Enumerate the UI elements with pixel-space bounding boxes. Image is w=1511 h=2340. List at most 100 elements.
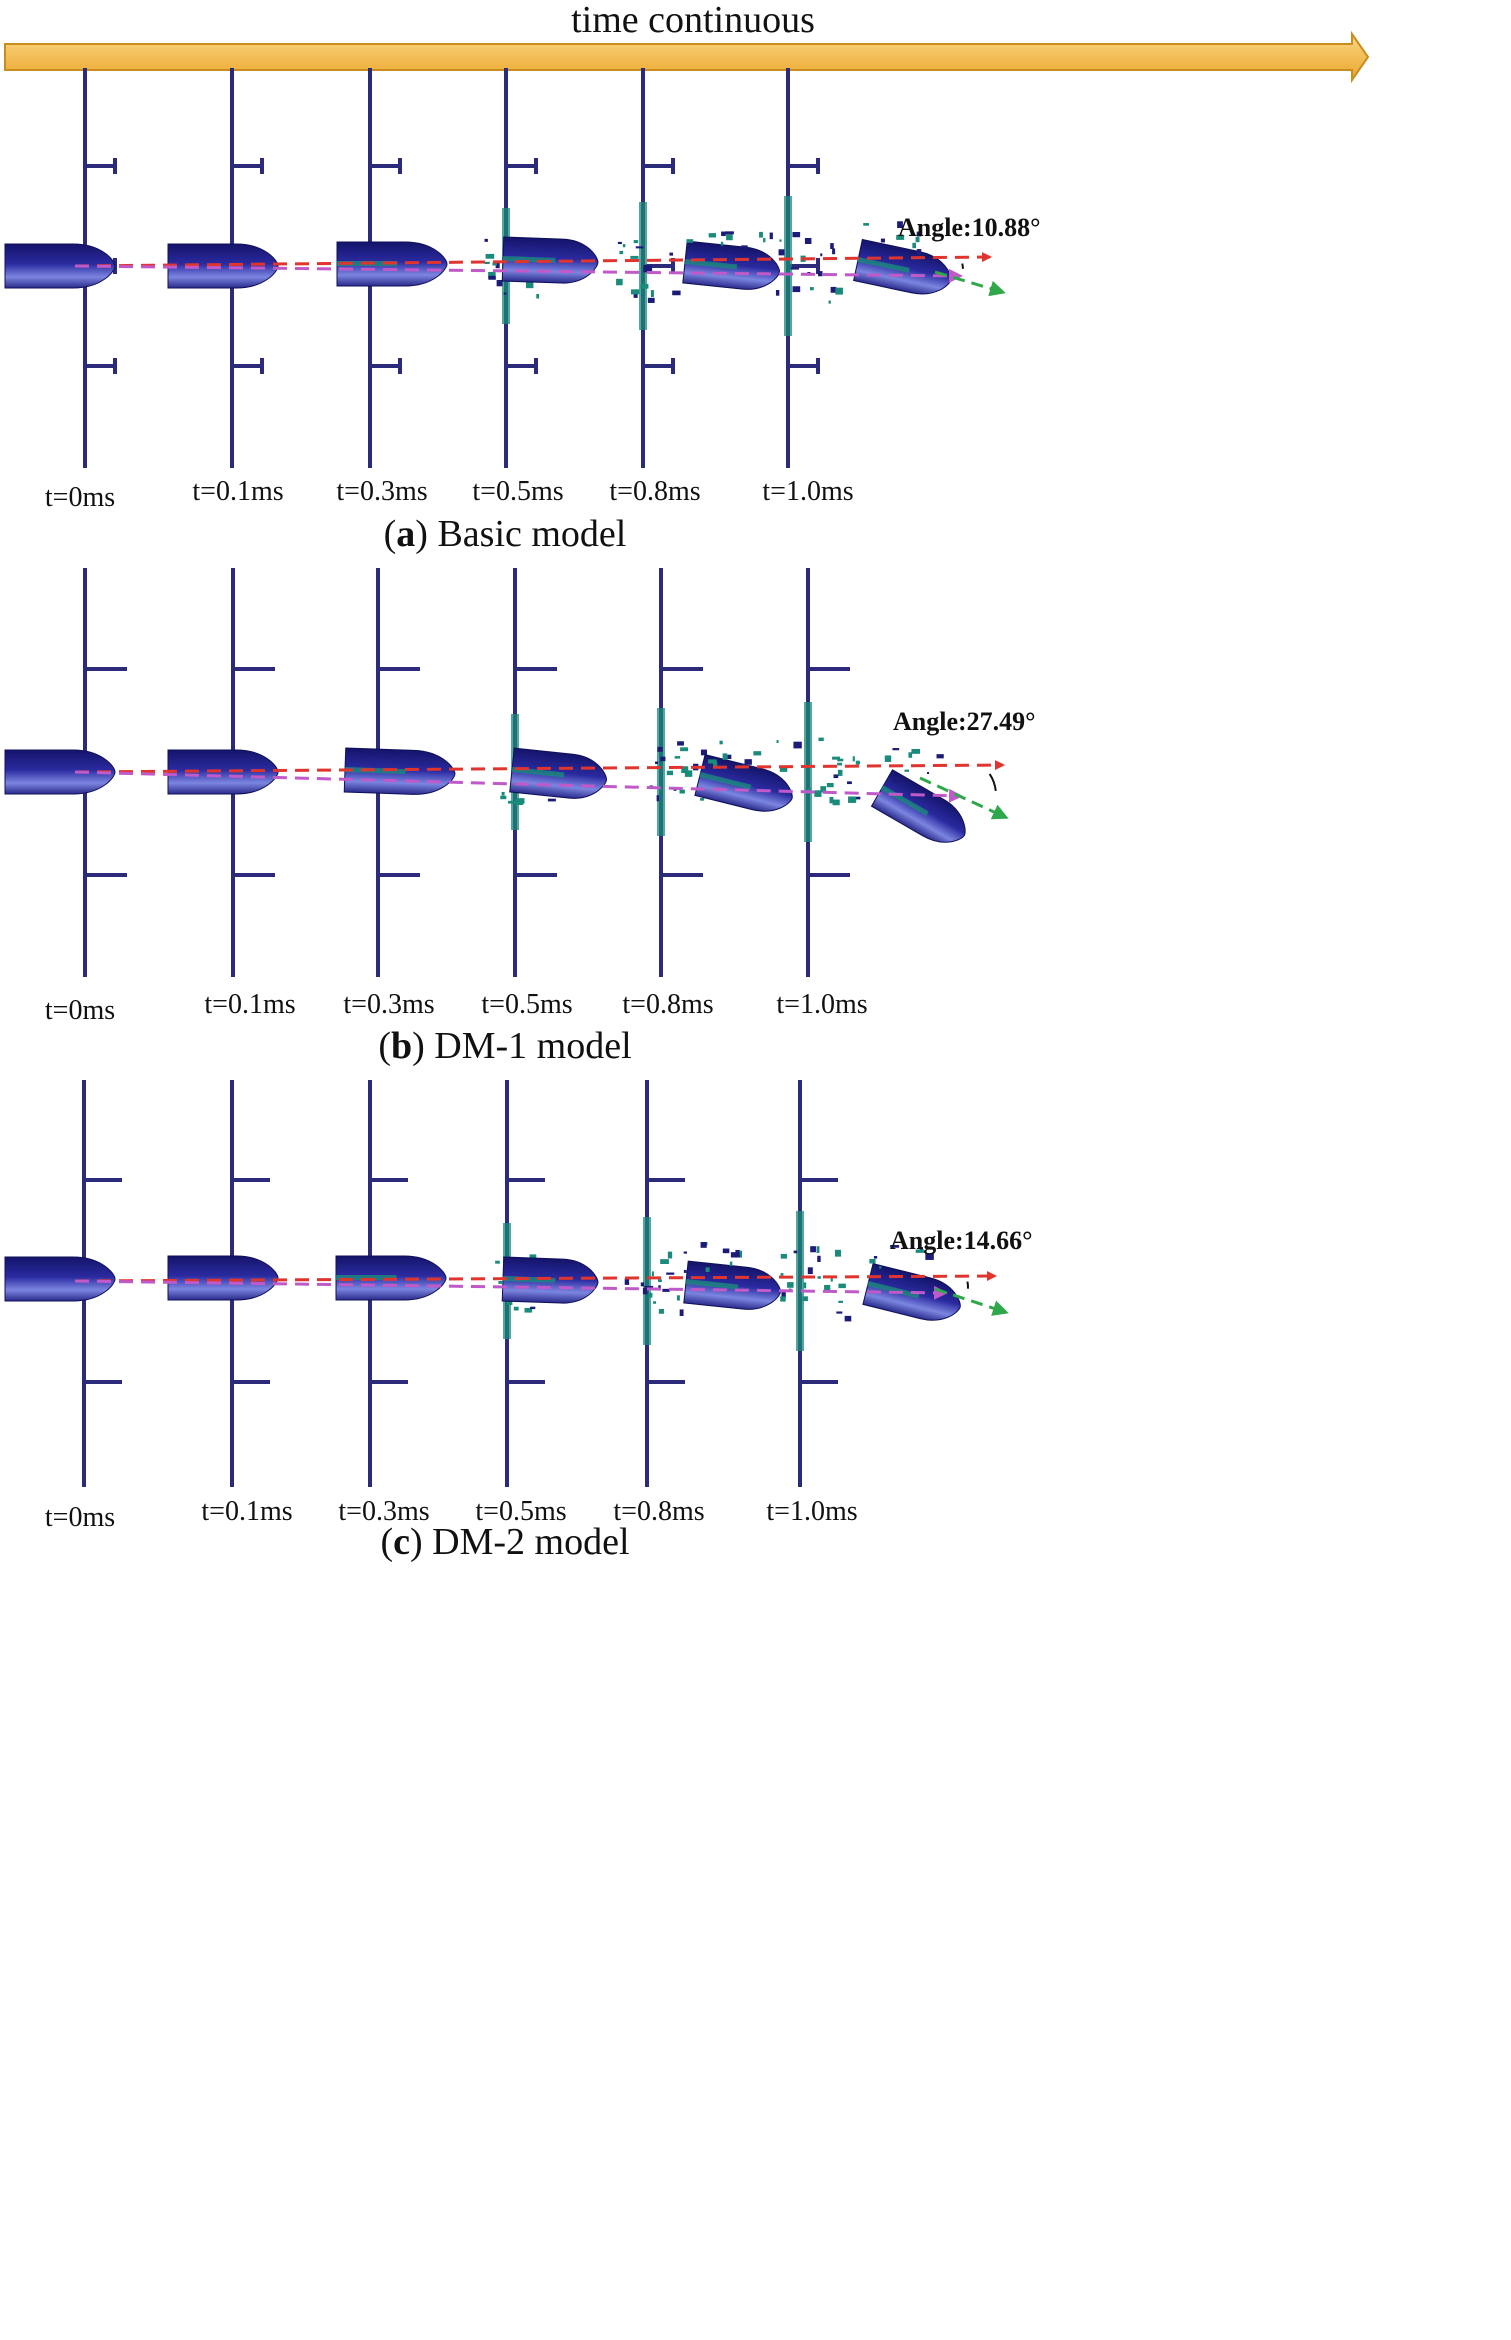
time-label: t=0ms xyxy=(45,995,115,1026)
debris-fragment xyxy=(726,234,733,241)
debris-fragment xyxy=(792,286,801,293)
debris-fragment xyxy=(753,751,762,756)
debris-fragment xyxy=(738,1250,743,1258)
debris-fragment xyxy=(658,1279,662,1283)
debris-fragment xyxy=(836,1311,843,1314)
debris-fragment xyxy=(643,266,651,273)
debris-fragment xyxy=(640,283,649,289)
deflection-angle-arc xyxy=(961,263,964,269)
debris-fragment xyxy=(837,758,844,762)
debris-fragment xyxy=(729,1261,733,1266)
projectile-damage xyxy=(867,1281,920,1299)
target-plate xyxy=(624,1080,688,1487)
debris-fragment xyxy=(779,766,788,772)
time-label: t=1.0ms xyxy=(766,1496,857,1527)
projectile xyxy=(4,749,116,795)
debris-fragment xyxy=(837,769,843,776)
debris-fragment xyxy=(495,1260,500,1264)
panel-c: Angle:14.66° t=0ms t=0.1ms t=0.3ms t=0.5ms t=… xyxy=(4,1080,1033,1563)
debris-fragment xyxy=(790,267,800,270)
debris-fragment xyxy=(916,249,922,256)
debris-fragment xyxy=(666,1272,675,1275)
debris-fragment xyxy=(810,1246,816,1253)
debris-fragment xyxy=(679,789,685,794)
projectile-damage xyxy=(857,257,910,273)
debris-fragment xyxy=(779,239,782,242)
angle-label: Angle:27.49° xyxy=(893,707,1036,736)
debris-fragment xyxy=(679,1309,684,1316)
debris-fragment xyxy=(759,231,763,238)
debris-fragment xyxy=(677,741,684,746)
plate-breach xyxy=(796,1211,804,1351)
debris-fragment xyxy=(897,221,903,229)
debris-fragment xyxy=(778,249,785,256)
panel-a: Angle:10.88° t=0ms t=0.1ms t=0.3ms t=0.5ms t=… xyxy=(4,68,1041,555)
caption-letter: c xyxy=(393,1521,410,1563)
debris-fragment xyxy=(658,1309,664,1314)
debris-fragment xyxy=(818,737,824,742)
target-plate xyxy=(780,1080,852,1487)
caption-letter: a xyxy=(396,513,415,555)
debris-fragment xyxy=(672,290,681,296)
debris-fragment xyxy=(807,787,811,793)
projectile xyxy=(167,243,279,289)
debris-fragment xyxy=(656,795,660,802)
debris-fragment xyxy=(817,271,823,277)
initial-trajectory-line xyxy=(74,760,1005,774)
debris-fragment xyxy=(712,761,718,767)
projectile xyxy=(167,1255,279,1301)
plate-breach xyxy=(643,1217,651,1345)
debris-fragment xyxy=(500,795,507,800)
debris-fragment xyxy=(633,240,639,244)
debris-fragment xyxy=(508,800,517,804)
debris-fragment xyxy=(838,1283,846,1289)
projectile xyxy=(683,1260,781,1310)
debris-fragment xyxy=(640,1282,645,1287)
projectile-damage xyxy=(699,772,752,790)
angle-label: Angle:10.88° xyxy=(898,213,1041,242)
debris-fragment xyxy=(838,1300,844,1303)
debris-fragment xyxy=(667,1251,673,1259)
time-label: t=1.0ms xyxy=(762,476,853,507)
debris-fragment xyxy=(802,1296,808,1302)
panel-caption: (b) DM-1 model xyxy=(378,1025,631,1067)
debris-fragment xyxy=(830,286,837,293)
debris-fragment xyxy=(725,231,734,235)
debris-fragment xyxy=(515,799,524,805)
debris-fragment xyxy=(650,290,654,298)
debris-fragment xyxy=(547,798,556,802)
debris-fragment xyxy=(660,1259,669,1264)
time-label: t=0.5ms xyxy=(481,989,572,1020)
debris-fragment xyxy=(700,1242,707,1248)
projectile xyxy=(501,1256,599,1304)
time-label: t=0.1ms xyxy=(192,476,283,507)
debris-fragment xyxy=(854,796,861,800)
debris-fragment xyxy=(852,756,855,762)
debris-fragment xyxy=(915,237,920,243)
debris-fragment xyxy=(911,748,921,754)
debris-fragment xyxy=(776,740,779,744)
debris-fragment xyxy=(722,1248,730,1254)
exit-direction-line xyxy=(919,776,1009,820)
debris-fragment xyxy=(915,1249,925,1253)
debris-fragment xyxy=(658,1285,661,1290)
projectile-body xyxy=(167,749,279,795)
debris-fragment xyxy=(683,1269,687,1273)
projectile-damage xyxy=(336,1275,397,1280)
caption-text: ) DM-1 model xyxy=(412,1025,632,1067)
debris-fragment xyxy=(660,756,666,762)
debris-fragment xyxy=(832,799,840,806)
debris-fragment xyxy=(780,1273,784,1276)
projectile xyxy=(682,240,780,290)
target-plate xyxy=(616,68,688,468)
plate-breach xyxy=(804,702,812,842)
debris-fragment xyxy=(890,1245,900,1248)
debris-fragment xyxy=(863,223,870,226)
debris-fragment xyxy=(824,1284,831,1291)
debris-fragment xyxy=(912,242,917,249)
exit-direction-line xyxy=(934,270,1006,297)
deflection-angle-arc xyxy=(988,773,997,792)
caption-letter: b xyxy=(391,1025,412,1067)
debris-fragment xyxy=(835,287,843,295)
